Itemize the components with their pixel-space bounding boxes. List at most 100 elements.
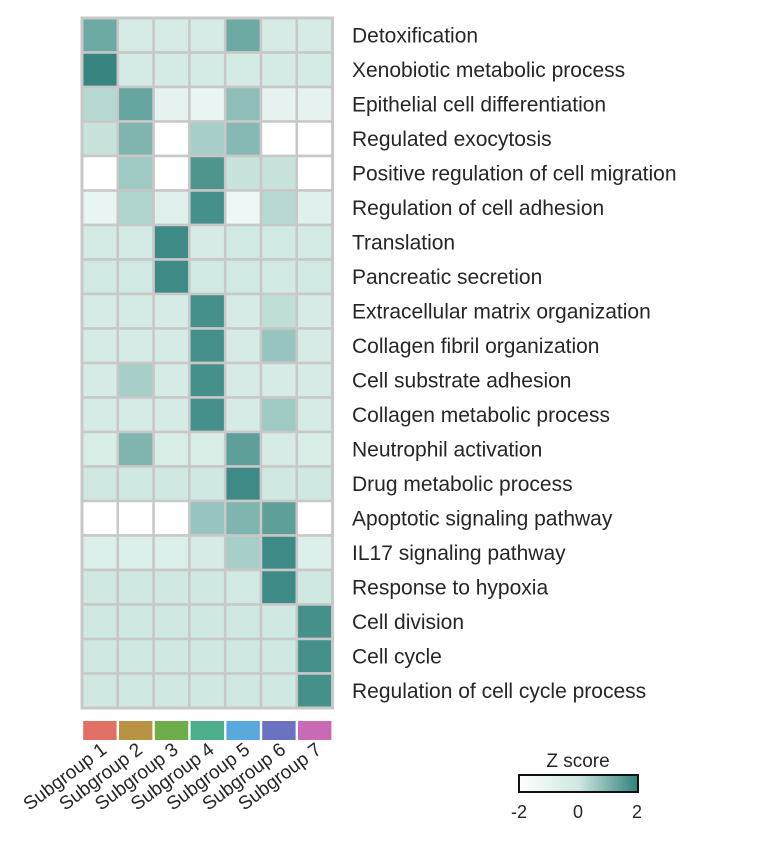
heatmap-cell [152, 51, 191, 89]
heatmap-cell [152, 327, 191, 365]
heatmap-cell [188, 189, 227, 227]
heatmap-cell [152, 603, 191, 641]
heatmap-cell [295, 292, 334, 330]
column-color-swatch [262, 721, 296, 740]
heatmap-cell [223, 51, 263, 89]
heatmap-cell [152, 534, 191, 572]
row-label: IL17 signaling pathway [352, 542, 566, 565]
row-label: Positive regulation of cell migration [352, 162, 677, 185]
heatmap-cell [259, 51, 299, 89]
column-color-swatch [83, 721, 117, 740]
heatmap-cell [259, 85, 299, 123]
heatmap-cell [223, 603, 263, 641]
heatmap-cell [188, 327, 227, 365]
heatmap-cell [223, 637, 263, 675]
column-color-swatch [154, 721, 189, 740]
heatmap-cell [223, 16, 263, 54]
heatmap-cell [223, 120, 263, 158]
heatmap-cell [223, 430, 263, 468]
heatmap-cell [80, 672, 120, 710]
heatmap-cell [223, 568, 263, 606]
heatmap-cell [152, 154, 191, 192]
heatmap-cell [116, 85, 155, 123]
heatmap-cell [152, 672, 191, 710]
heatmap-cell [116, 637, 155, 675]
heatmap-cell [80, 51, 120, 89]
heatmap-cell [295, 603, 334, 641]
heatmap-cell [188, 361, 227, 399]
column-color-swatch [119, 721, 153, 740]
heatmap-cell [116, 16, 155, 54]
heatmap-cell [259, 16, 299, 54]
heatmap-cell [223, 189, 263, 227]
row-label: Extracellular matrix organization [352, 300, 651, 323]
row-label: Pancreatic secretion [352, 266, 542, 289]
row-label: Response to hypoxia [352, 576, 548, 599]
heatmap-cell [80, 327, 120, 365]
heatmap-cell [152, 120, 191, 158]
heatmap-cell [259, 258, 299, 296]
heatmap-cell [188, 292, 227, 330]
legend-tick-label: -2 [511, 802, 527, 822]
heatmap-cell [259, 292, 299, 330]
heatmap-cell [152, 189, 191, 227]
heatmap-cell [295, 16, 334, 54]
heatmap-cell [259, 637, 299, 675]
heatmap-cell [223, 223, 263, 261]
heatmap-cell [152, 258, 191, 296]
heatmap-cell [223, 396, 263, 434]
heatmap-cell [152, 465, 191, 503]
heatmap-cell [116, 51, 155, 89]
heatmap-cell [116, 465, 155, 503]
heatmap-cell [80, 465, 120, 503]
heatmap-cell [152, 292, 191, 330]
row-label: Collagen fibril organization [352, 335, 599, 358]
heatmap-cell [223, 327, 263, 365]
heatmap-cell [295, 258, 334, 296]
heatmap-cell [295, 396, 334, 434]
heatmap-cell [116, 327, 155, 365]
heatmap-cell [80, 292, 120, 330]
heatmap-cell [223, 465, 263, 503]
heatmap-cell [152, 361, 191, 399]
heatmap-cell [188, 16, 227, 54]
heatmap-cell [80, 258, 120, 296]
heatmap-cell [188, 637, 227, 675]
heatmap-cell [152, 396, 191, 434]
heatmap-cell [259, 672, 299, 710]
heatmap-cell [259, 120, 299, 158]
heatmap-cell [295, 534, 334, 572]
heatmap-cell [80, 223, 120, 261]
heatmap-cell [223, 258, 263, 296]
heatmap-cell [295, 51, 334, 89]
row-label: Regulation of cell cycle process [352, 680, 646, 703]
heatmap-cell [80, 534, 120, 572]
row-label: Apoptotic signaling pathway [352, 507, 613, 530]
heatmap-cell [80, 85, 120, 123]
heatmap-cell [80, 361, 120, 399]
heatmap-cell [116, 430, 155, 468]
heatmap-cell [295, 361, 334, 399]
heatmap-cell [259, 361, 299, 399]
heatmap-cell [188, 223, 227, 261]
heatmap-cell [116, 396, 155, 434]
heatmap-cell [259, 430, 299, 468]
heatmap-cell [223, 85, 263, 123]
legend-tick-label: 0 [573, 802, 583, 822]
heatmap-cell [259, 223, 299, 261]
heatmap-cell [80, 568, 120, 606]
heatmap-cell [116, 292, 155, 330]
heatmap-cell [188, 672, 227, 710]
heatmap-cell [188, 51, 227, 89]
heatmap-cell [116, 189, 155, 227]
heatmap-cell [152, 16, 191, 54]
heatmap-cell [295, 430, 334, 468]
heatmap-cell [188, 154, 227, 192]
heatmap-cell [80, 189, 120, 227]
heatmap-cell [259, 396, 299, 434]
heatmap-cell [80, 430, 120, 468]
heatmap-cell [223, 154, 263, 192]
heatmap-cell [116, 258, 155, 296]
legend-tick-label: 2 [632, 802, 642, 822]
